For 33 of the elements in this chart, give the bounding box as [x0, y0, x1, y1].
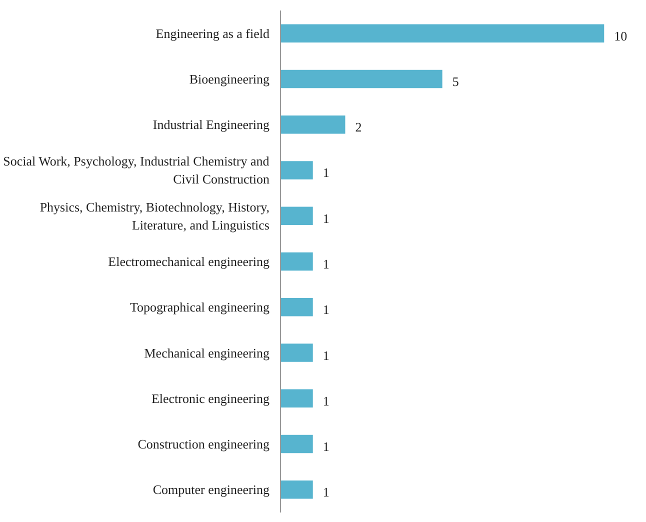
data-label: 1	[322, 210, 330, 226]
y-tick-label: Mechanical engineering	[144, 345, 270, 360]
data-label: 1	[322, 165, 330, 180]
y-tick-label: Construction engineering	[138, 436, 270, 452]
y-tick-label: Bioengineering	[189, 71, 270, 86]
data-label: 5	[452, 74, 459, 89]
bar	[280, 389, 313, 408]
bar	[280, 24, 604, 42]
bar	[280, 115, 346, 134]
data-label: 1	[322, 439, 330, 454]
y-tick-label: Computer engineering	[152, 482, 270, 498]
data-label: 1	[322, 302, 330, 318]
bar	[280, 344, 313, 362]
bar	[280, 252, 313, 271]
y-tick-label: Topographical engineering	[130, 300, 270, 315]
y-tick-label: Electronic engineering	[151, 390, 270, 406]
data-label: 1	[322, 484, 330, 500]
bar	[280, 206, 313, 225]
data-label: 1	[322, 348, 330, 363]
y-tick-label: Physics, Chemistry, Biotechnology, History, Literature, and Linguistics	[40, 199, 270, 232]
bar	[280, 434, 313, 454]
data-label: 2	[355, 120, 362, 135]
bar	[280, 161, 313, 180]
data-label: 10	[614, 28, 628, 44]
bar	[280, 298, 313, 316]
y-tick-label: Social Work, Psychology, Industrial Chemistry and Civil Construction	[3, 154, 270, 187]
y-tick-label: Industrial Engineering	[152, 117, 270, 132]
data-label: 1	[322, 393, 330, 408]
y-tick-label: Engineering as a field	[156, 26, 270, 41]
y-tick-label: Electromechanical engineering	[108, 254, 270, 269]
bar	[280, 70, 442, 88]
data-label: 1	[322, 256, 330, 272]
bar	[280, 480, 313, 499]
